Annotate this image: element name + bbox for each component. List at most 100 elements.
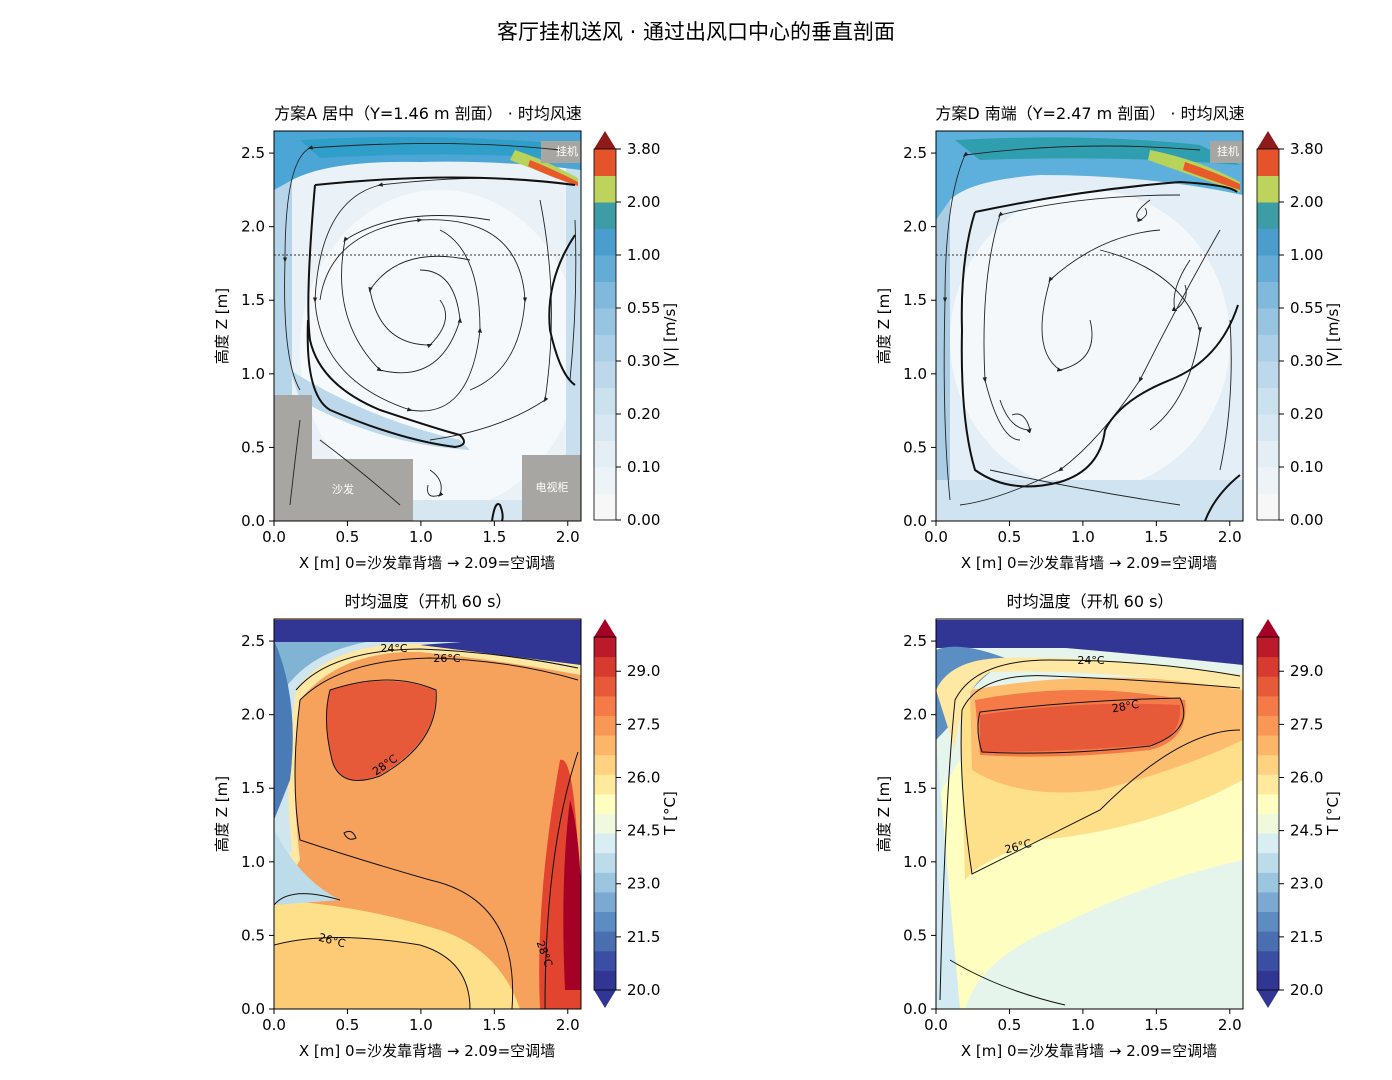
x-tick-label: 1.5: [1144, 528, 1168, 546]
colorbar-band: [594, 891, 616, 913]
ylabel-ta: 高度 Z [m]: [213, 776, 231, 852]
colorbar-band: [1257, 228, 1279, 256]
colorbar-band: [1257, 255, 1279, 282]
x-tick-label: 0.0: [924, 528, 948, 546]
colorbar-band: [1257, 852, 1279, 873]
colorbar-band: [1257, 872, 1279, 893]
y-tick-label: 2.5: [241, 632, 265, 650]
colorbar-band: [1257, 735, 1279, 756]
x-tick-label: 2.0: [556, 528, 580, 546]
colorbar-band: [1257, 202, 1279, 229]
ac-unit-block: [541, 141, 581, 163]
x-tick-label: 0.5: [336, 1016, 360, 1034]
x-tick-label: 1.0: [409, 528, 433, 546]
colorbar-band: [594, 793, 616, 814]
colorbar-tick-label: 0.10: [627, 458, 660, 476]
x-tick-label: 2.0: [556, 1016, 580, 1034]
colorbar-tick-label: 26.0: [627, 768, 660, 786]
colorbar-band: [1257, 911, 1279, 932]
colorbar-tick-label: 23.0: [627, 875, 660, 893]
colorbar-band: [594, 813, 616, 834]
x-tick-label: 0.0: [262, 528, 286, 546]
y-tick-label: 1.0: [241, 853, 265, 871]
colorbar-tick-label: 0.30: [1290, 352, 1323, 370]
x-tick-label: 2.0: [1218, 528, 1242, 546]
colorbar-band: [1257, 793, 1279, 814]
isotherm-label-24-d: 24°C: [1077, 654, 1104, 667]
colorbar-band: [1257, 149, 1279, 176]
ticks-d: 0.0 0.5 1.0 1.5 2.0 0.0 0.5 1.0 1.5 2.0 2.5: [903, 144, 1242, 546]
y-tick-label: 1.5: [903, 779, 927, 797]
y-tick-label: 1.5: [241, 291, 265, 309]
colorbar-tick-label: 2.00: [627, 193, 660, 211]
colorbar-band: [594, 754, 616, 775]
colorbar-extend-min: [594, 990, 616, 1008]
colorbar-tick-label: 29.0: [627, 662, 660, 680]
colorbar-band: [1257, 970, 1279, 991]
colorbar-band: [1257, 774, 1279, 795]
colorbar-tick-label: 24.5: [1290, 822, 1323, 840]
y-tick-label: 2.0: [241, 706, 265, 724]
colorbar-band: [1257, 676, 1279, 697]
colorbar-band: [594, 281, 616, 309]
colorbar-band: [594, 202, 616, 229]
velocity-field-d: [936, 131, 1243, 521]
colorbar-band: [594, 852, 616, 873]
y-tick-label: 2.5: [241, 144, 265, 162]
y-tick-label: 1.5: [241, 779, 265, 797]
colorbar-label-ta: T [°C]: [661, 791, 679, 836]
isotherms-a: [274, 648, 579, 1009]
colorbar-band: [1257, 813, 1279, 834]
colorbar-tick-label: 1.00: [627, 246, 660, 264]
y-tick-label: 0.5: [903, 926, 927, 944]
colorbar-extend-max: [1257, 131, 1279, 149]
isotherm-label-24-a: 24°C: [380, 642, 407, 655]
xlabel-d: X [m] 0=沙发靠背墙 → 2.09=空调墙: [961, 554, 1217, 572]
y-tick-label: 2.0: [903, 218, 927, 236]
colorbar-tick-label: 0.20: [627, 405, 660, 423]
colorbar-band: [1257, 387, 1279, 415]
colorbar-band: [1257, 175, 1279, 203]
colorbar-band: [1257, 493, 1279, 521]
colorbar-band: [594, 334, 616, 362]
x-tick-label: 2.0: [1218, 1016, 1242, 1034]
colorbar-velocity-a: 0.00 0.10 0.20 0.30 0.55 1.00 2.00 3.80 |V| [m/…: [593, 131, 679, 529]
y-tick-label: 2.5: [903, 144, 927, 162]
panel-title-d: 方案D 南端（Y=2.47 m 剖面） · 时均风速: [935, 104, 1244, 123]
colorbar-band: [594, 149, 616, 176]
xlabel-a: X [m] 0=沙发靠背墙 → 2.09=空调墙: [299, 554, 555, 572]
y-tick-label: 0.0: [241, 512, 265, 530]
colorbar-band: [1257, 950, 1279, 971]
colorbar-outline: [1256, 148, 1280, 521]
x-tick-label: 1.0: [409, 1016, 433, 1034]
colorbar-tick-label: 0.55: [1290, 299, 1323, 317]
colorbar-band: [594, 637, 616, 658]
axes-frame-td: [935, 618, 1244, 1010]
colorbar-tick-label: 27.5: [1290, 715, 1323, 733]
y-tick-label: 1.0: [903, 365, 927, 383]
colorbar-outline: [593, 636, 617, 991]
x-tick-label: 0.0: [924, 1016, 948, 1034]
y-tick-label: 2.0: [903, 706, 927, 724]
figure-suptitle: 客厅挂机送风 · 通过出风口中心的垂直剖面: [497, 20, 895, 44]
colorbar-temperature-d: 20.0 21.5 23.0 24.5 26.0 27.5 29.0 T [°C]: [1256, 619, 1342, 1008]
panel-title-a: 方案A 居中（Y=1.46 m 剖面） · 时均风速: [274, 104, 582, 123]
colorbar-band: [1257, 334, 1279, 362]
colorbar-tick-label: 29.0: [1290, 662, 1323, 680]
colorbar-label-a: |V| [m/s]: [661, 303, 679, 367]
colorbar-outline: [1256, 636, 1280, 991]
colorbar-band: [594, 175, 616, 203]
xlabel-td: X [m] 0=沙发靠背墙 → 2.09=空调墙: [961, 1042, 1217, 1060]
axes-frame-d: [935, 130, 1244, 522]
x-tick-label: 1.0: [1071, 528, 1095, 546]
colorbar-tick-label: 1.00: [1290, 246, 1323, 264]
colorbar-band: [1257, 414, 1279, 441]
colorbar-extend-max: [594, 619, 616, 637]
colorbar-band: [594, 467, 616, 494]
ticks-ta: 0.0 0.5 1.0 1.5 2.0 0.0 0.5 1.0 1.5 2.0 2.5: [241, 632, 580, 1034]
ylabel-td: 高度 Z [m]: [875, 776, 893, 852]
colorbar-band: [594, 695, 616, 716]
colorbar-tick-label: 0.55: [627, 299, 660, 317]
label-tv-cabinet: 电视柜: [536, 480, 569, 494]
